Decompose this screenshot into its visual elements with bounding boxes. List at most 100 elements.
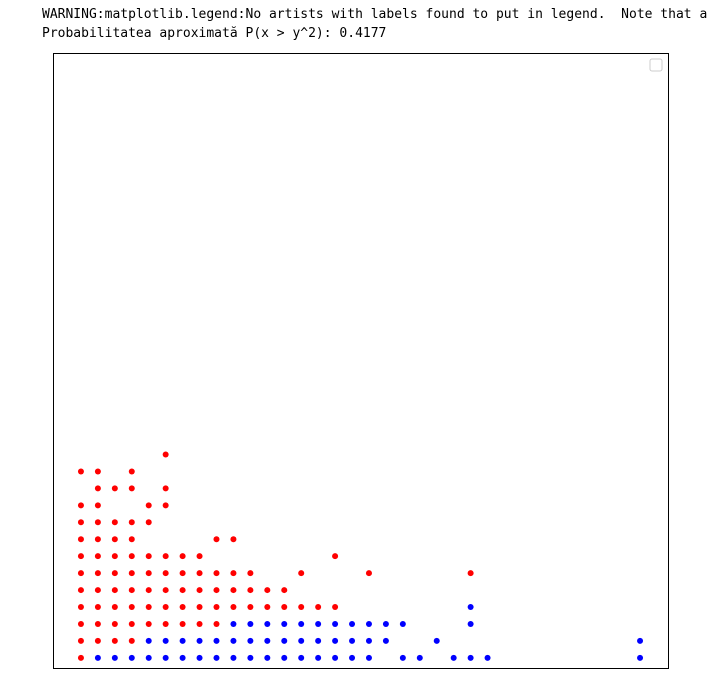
point (94, 519, 101, 526)
point (145, 519, 152, 526)
point (128, 468, 135, 475)
point (145, 502, 152, 509)
point (433, 637, 440, 644)
point (179, 620, 186, 627)
point (77, 519, 84, 526)
point (298, 570, 305, 577)
point (179, 570, 186, 577)
point (128, 604, 135, 611)
point (281, 587, 288, 594)
point (230, 587, 237, 594)
point (179, 587, 186, 594)
point (247, 654, 254, 661)
point (77, 604, 84, 611)
point (230, 570, 237, 577)
console-line: Probabilitatea aproximată P(x > y^2): 0.… (42, 26, 387, 41)
point (230, 654, 237, 661)
point (77, 536, 84, 543)
point (128, 587, 135, 594)
point (264, 637, 271, 644)
point (77, 468, 84, 475)
point (179, 654, 186, 661)
point (162, 604, 169, 611)
point (128, 519, 135, 526)
point (416, 654, 423, 661)
point (77, 637, 84, 644)
point (247, 570, 254, 577)
point (365, 637, 372, 644)
point (399, 654, 406, 661)
point (179, 604, 186, 611)
point (196, 570, 203, 577)
point (365, 654, 372, 661)
point (349, 654, 356, 661)
point (162, 570, 169, 577)
point (77, 654, 84, 661)
point (213, 654, 220, 661)
point (94, 570, 101, 577)
point (247, 637, 254, 644)
point (111, 553, 118, 560)
point (315, 620, 322, 627)
point (111, 654, 118, 661)
point (213, 587, 220, 594)
point (111, 587, 118, 594)
point (247, 587, 254, 594)
point (298, 654, 305, 661)
point (162, 502, 169, 509)
point (111, 519, 118, 526)
point (94, 502, 101, 509)
point (332, 637, 339, 644)
point (332, 654, 339, 661)
point (94, 604, 101, 611)
point (145, 553, 152, 560)
point (315, 637, 322, 644)
point (467, 604, 474, 611)
point (94, 587, 101, 594)
point (179, 637, 186, 644)
point (128, 654, 135, 661)
point (196, 637, 203, 644)
point (450, 654, 457, 661)
point (264, 587, 271, 594)
point (196, 654, 203, 661)
point (111, 637, 118, 644)
point (213, 570, 220, 577)
point (128, 637, 135, 644)
point (94, 553, 101, 560)
point (637, 637, 644, 644)
point (94, 485, 101, 492)
point (399, 620, 406, 627)
point (484, 654, 491, 661)
point (128, 553, 135, 560)
plot-frame (53, 53, 669, 669)
point (332, 620, 339, 627)
point (196, 604, 203, 611)
point (162, 587, 169, 594)
point (298, 604, 305, 611)
point (298, 637, 305, 644)
point (196, 587, 203, 594)
point (162, 637, 169, 644)
point (382, 637, 389, 644)
point (298, 620, 305, 627)
point (196, 620, 203, 627)
point (77, 620, 84, 627)
console-line: WARNING:matplotlib.legend:No artists wit… (42, 7, 708, 22)
point (162, 620, 169, 627)
point (213, 620, 220, 627)
point (467, 654, 474, 661)
point (179, 553, 186, 560)
point (637, 654, 644, 661)
point (332, 604, 339, 611)
point (247, 604, 254, 611)
point (94, 637, 101, 644)
point (315, 654, 322, 661)
point (365, 620, 372, 627)
point (145, 570, 152, 577)
point (77, 570, 84, 577)
point (94, 654, 101, 661)
point (94, 468, 101, 475)
point (111, 604, 118, 611)
